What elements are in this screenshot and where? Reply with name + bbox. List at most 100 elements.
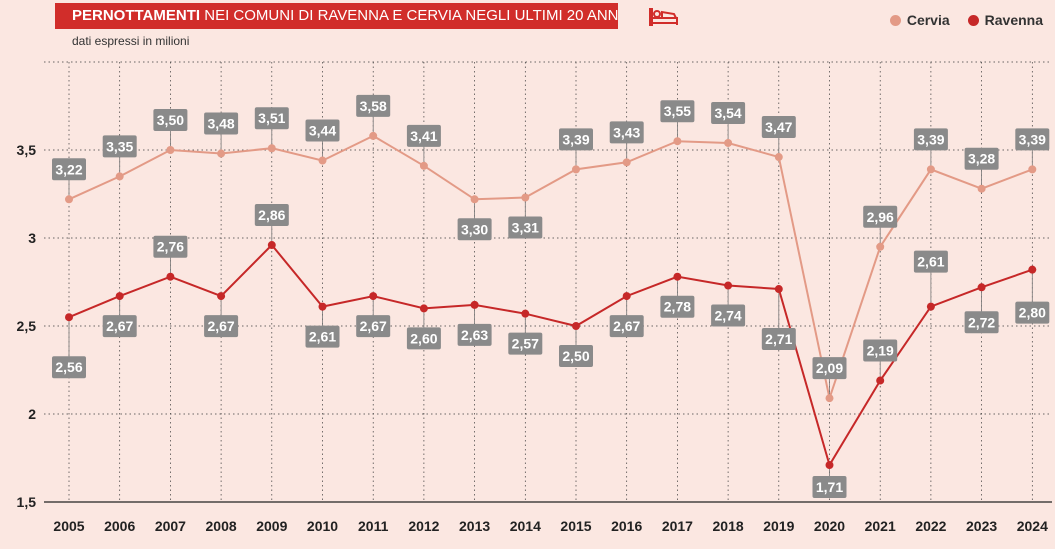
data-point-ravenna <box>926 302 935 311</box>
data-point-cervia <box>419 161 428 170</box>
x-tick-label: 2014 <box>510 518 541 534</box>
x-tick-label: 2007 <box>155 518 186 534</box>
x-tick-label: 2017 <box>662 518 693 534</box>
y-tick-label: 3 <box>28 230 36 246</box>
data-label-box <box>863 339 898 362</box>
chart-title-rest: NEI COMUNI DI RAVENNA E CERVIA NEGLI ULT… <box>204 7 618 24</box>
x-tick-label: 2005 <box>53 518 84 534</box>
data-label-box <box>305 119 340 142</box>
data-label: 3,39 <box>562 131 589 147</box>
data-point-cervia <box>115 172 124 181</box>
data-label: 2,67 <box>613 318 640 334</box>
y-tick-label: 2 <box>28 406 36 422</box>
data-point-ravenna <box>724 281 733 290</box>
data-label: 3,28 <box>968 151 995 167</box>
data-label-box <box>1015 301 1050 324</box>
data-label-box <box>609 121 644 144</box>
bed-icon <box>649 8 678 26</box>
y-tick-label: 1,5 <box>17 494 37 510</box>
x-tick-label: 2016 <box>611 518 642 534</box>
data-label: 2,86 <box>258 207 285 223</box>
data-label-box <box>559 128 593 151</box>
data-label: 2,67 <box>360 318 387 334</box>
data-point-ravenna <box>318 302 327 311</box>
y-tick-label: 3,5 <box>17 142 37 158</box>
data-label: 2,50 <box>562 348 589 364</box>
data-point-cervia <box>774 153 783 162</box>
data-point-ravenna <box>470 300 479 309</box>
data-point-cervia <box>267 144 276 153</box>
x-tick-label: 2012 <box>408 518 439 534</box>
data-label: 2,80 <box>1019 305 1046 321</box>
data-label: 2,72 <box>968 314 995 330</box>
data-label-box <box>761 328 796 351</box>
data-label-box <box>52 356 86 379</box>
data-label-box <box>153 235 188 258</box>
data-label: 2,63 <box>461 327 488 343</box>
data-label-box <box>254 107 289 130</box>
data-point-cervia <box>217 149 226 158</box>
data-label-box <box>508 332 543 355</box>
data-label: 3,22 <box>55 161 82 177</box>
data-label-box <box>406 327 441 350</box>
data-point-cervia <box>65 195 73 204</box>
data-label: 3,39 <box>1019 131 1046 147</box>
x-tick-label: 2019 <box>763 518 794 534</box>
data-label-box <box>508 216 543 239</box>
data-point-cervia <box>1028 165 1037 174</box>
data-label-box <box>52 158 86 181</box>
chart-title-bar: PERNOTTAMENTI NEI COMUNI DI RAVENNA E CE… <box>55 3 618 29</box>
legend-marker-cervia <box>889 14 901 26</box>
data-label-box <box>356 94 391 117</box>
data-point-ravenna <box>572 322 580 330</box>
data-label: 2,61 <box>309 329 336 345</box>
data-label-box <box>204 112 239 135</box>
series-line-cervia <box>68 134 1033 403</box>
data-point-cervia <box>977 184 986 193</box>
data-label: 2,74 <box>714 308 741 324</box>
x-tick-label: 2010 <box>307 518 338 534</box>
data-point-ravenna <box>65 313 73 322</box>
chart-legend: Cervia Ravenna <box>878 12 1043 28</box>
legend-item-cervia: Cervia <box>889 12 950 28</box>
data-label: 2,60 <box>410 330 437 346</box>
data-point-cervia <box>673 137 682 146</box>
data-label: 3,55 <box>664 103 691 119</box>
data-label-box <box>711 101 746 124</box>
data-label: 3,39 <box>917 131 944 147</box>
data-point-cervia <box>926 165 935 174</box>
x-tick-label: 2023 <box>966 518 997 534</box>
data-point-ravenna <box>521 309 530 318</box>
data-label: 2,57 <box>512 336 539 352</box>
x-tick-label: 2013 <box>459 518 490 534</box>
x-tick-label: 2008 <box>206 518 237 534</box>
data-point-cervia <box>470 195 479 204</box>
data-point-ravenna <box>1028 265 1037 274</box>
data-point-cervia <box>369 131 378 140</box>
y-tick-label: 2,5 <box>17 318 37 334</box>
data-label-box <box>711 304 746 327</box>
data-label: 2,71 <box>765 331 792 347</box>
x-tick-label: 2021 <box>865 518 896 534</box>
data-point-cervia <box>318 156 327 165</box>
data-label: 2,67 <box>207 318 234 334</box>
data-label: 3,47 <box>765 119 792 135</box>
data-point-ravenna <box>622 292 631 301</box>
data-label-box <box>913 128 948 151</box>
data-point-ravenna <box>825 461 834 470</box>
data-label-box <box>660 100 695 123</box>
data-label: 2,19 <box>867 343 894 359</box>
data-point-ravenna <box>267 241 276 250</box>
data-label: 3,48 <box>207 116 234 132</box>
data-label-box <box>761 116 796 139</box>
data-point-cervia <box>166 146 175 154</box>
data-point-cervia <box>521 193 530 202</box>
data-label: 2,78 <box>664 299 691 315</box>
data-label: 3,54 <box>714 105 741 121</box>
data-label: 3,41 <box>410 128 437 144</box>
data-label: 1,71 <box>816 479 843 495</box>
data-label: 2,56 <box>55 359 82 375</box>
x-tick-label: 2024 <box>1017 518 1048 534</box>
data-label-box <box>102 315 137 338</box>
data-point-cervia <box>572 165 580 174</box>
